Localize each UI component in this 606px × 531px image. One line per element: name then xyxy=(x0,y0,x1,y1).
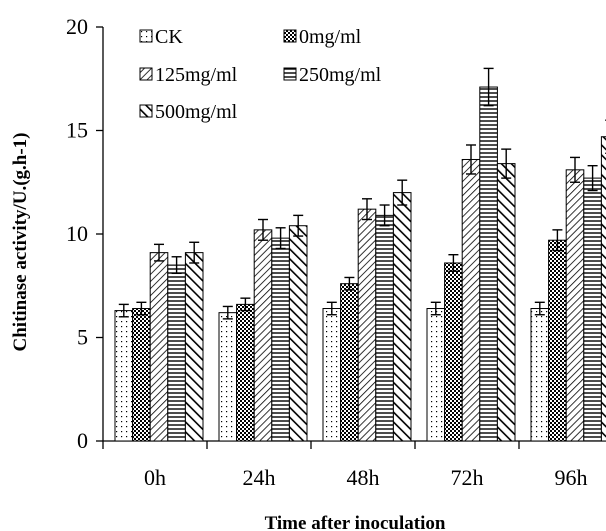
bar xyxy=(167,264,186,442)
legend-label: 250mg/ml xyxy=(299,64,382,86)
error-bar xyxy=(222,305,233,320)
y-tick-label: 5 xyxy=(77,325,88,350)
legend-swatch xyxy=(283,67,297,81)
error-bar xyxy=(483,67,494,107)
error-bar xyxy=(448,253,459,272)
bar xyxy=(271,237,290,442)
error-bar xyxy=(171,256,182,275)
bar xyxy=(114,310,134,442)
x-tick-label: 96h xyxy=(555,465,588,490)
error-bar xyxy=(326,301,337,316)
error-bar xyxy=(344,276,355,291)
error-bar xyxy=(154,243,164,262)
legend-label: CK xyxy=(155,26,183,48)
legend-item: 125mg/ml xyxy=(139,64,238,86)
error-bar xyxy=(189,241,200,264)
x-tick-label: 72h xyxy=(451,465,484,490)
error-bar xyxy=(587,164,598,192)
bar xyxy=(444,262,463,442)
bar xyxy=(392,192,412,442)
bar xyxy=(253,229,273,442)
bar xyxy=(600,136,606,442)
x-axis-label: Time after inoculation xyxy=(265,513,446,531)
bar xyxy=(548,239,567,442)
legend-swatch xyxy=(283,29,297,43)
error-bar xyxy=(397,179,408,206)
error-bar xyxy=(501,148,512,179)
bar xyxy=(322,308,342,442)
error-bar xyxy=(570,156,580,183)
axes: 0 5 10 15 20 0h 24h 48h 72h 96h xyxy=(66,14,606,490)
bars xyxy=(114,67,606,442)
x-tick-label: 24h xyxy=(243,465,276,490)
legend-item: 250mg/ml xyxy=(283,64,382,86)
bar xyxy=(357,208,377,442)
x-tick-label: 0h xyxy=(144,465,166,490)
bar xyxy=(218,312,238,442)
legend-item: 500mg/ml xyxy=(139,101,238,123)
bar xyxy=(184,252,204,442)
legend-item: 0mg/ml xyxy=(283,26,362,48)
error-bar xyxy=(258,218,268,241)
y-tick-label: 15 xyxy=(66,118,88,143)
bar xyxy=(288,225,308,442)
error-bar xyxy=(118,303,129,318)
bar xyxy=(132,308,151,442)
error-bar xyxy=(466,144,476,175)
legend-label: 0mg/ml xyxy=(299,26,362,48)
bar xyxy=(565,169,585,442)
y-tick-label: 10 xyxy=(66,221,88,246)
y-tick-label: 20 xyxy=(66,14,88,39)
bar xyxy=(149,252,169,442)
legend-swatch xyxy=(139,104,153,118)
error-bar xyxy=(293,214,304,237)
bar xyxy=(496,163,516,442)
bar xyxy=(461,158,481,442)
bar xyxy=(340,283,359,442)
bar xyxy=(236,303,255,442)
error-bar xyxy=(362,198,372,221)
legend-label: 125mg/ml xyxy=(155,64,238,86)
error-bar xyxy=(552,229,563,252)
bar xyxy=(426,308,446,442)
bar xyxy=(479,86,498,442)
legend-swatch xyxy=(139,67,153,81)
bar xyxy=(375,214,394,442)
error-bar xyxy=(275,227,286,250)
legend: CK 0mg/ml 125mg/ml 250mg/ml 500mg/ml xyxy=(139,26,382,123)
error-bar xyxy=(240,297,251,312)
error-bar xyxy=(136,301,147,316)
bar xyxy=(583,177,602,442)
error-bar xyxy=(430,301,441,316)
legend-item: CK xyxy=(139,26,183,48)
error-bar xyxy=(534,301,545,316)
legend-label: 500mg/ml xyxy=(155,101,238,123)
error-bar xyxy=(379,204,390,227)
y-tick-label: 0 xyxy=(77,428,88,453)
bar xyxy=(530,308,550,442)
x-tick-label: 48h xyxy=(347,465,380,490)
legend-swatch xyxy=(139,29,153,43)
y-axis-label: Chitinase activity/U.(g.h-1) xyxy=(10,132,31,351)
